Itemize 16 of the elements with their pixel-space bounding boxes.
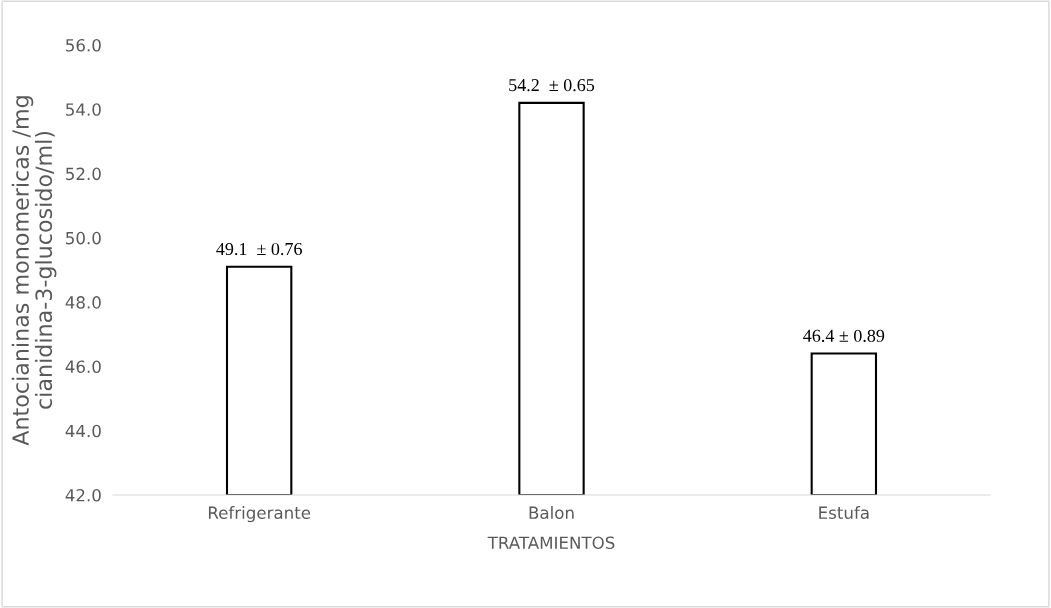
y-tick-label: 46.0 [65,360,101,373]
x-tick-label: Refrigerante [208,506,311,523]
y-tick-label: 42.0 [65,488,101,502]
y-tick-label: 50.0 [66,231,101,245]
y-tick-label: 52.0 [66,167,101,181]
y-tick-label: 44.0 [65,424,101,438]
y-tick-label: 56.0 [66,38,101,52]
y-tick-label: 54.0 [66,103,101,116]
data-label: 46.4 ± 0.89 [803,329,885,342]
x-tick-label: Balon [529,506,574,520]
x-axis-title: TRATAMIENTOS [487,536,615,550]
y-tick-label: 48.0 [65,296,101,309]
data-label: 49.1 ± 0.76 [216,242,302,256]
x-tick-label: Estufa [819,506,869,520]
data-label: 54.2 ± 0.65 [509,78,595,92]
y-axis-title: Antocianinas monomericas /mg cianidina-3-glucosido/ml) [11,96,57,446]
